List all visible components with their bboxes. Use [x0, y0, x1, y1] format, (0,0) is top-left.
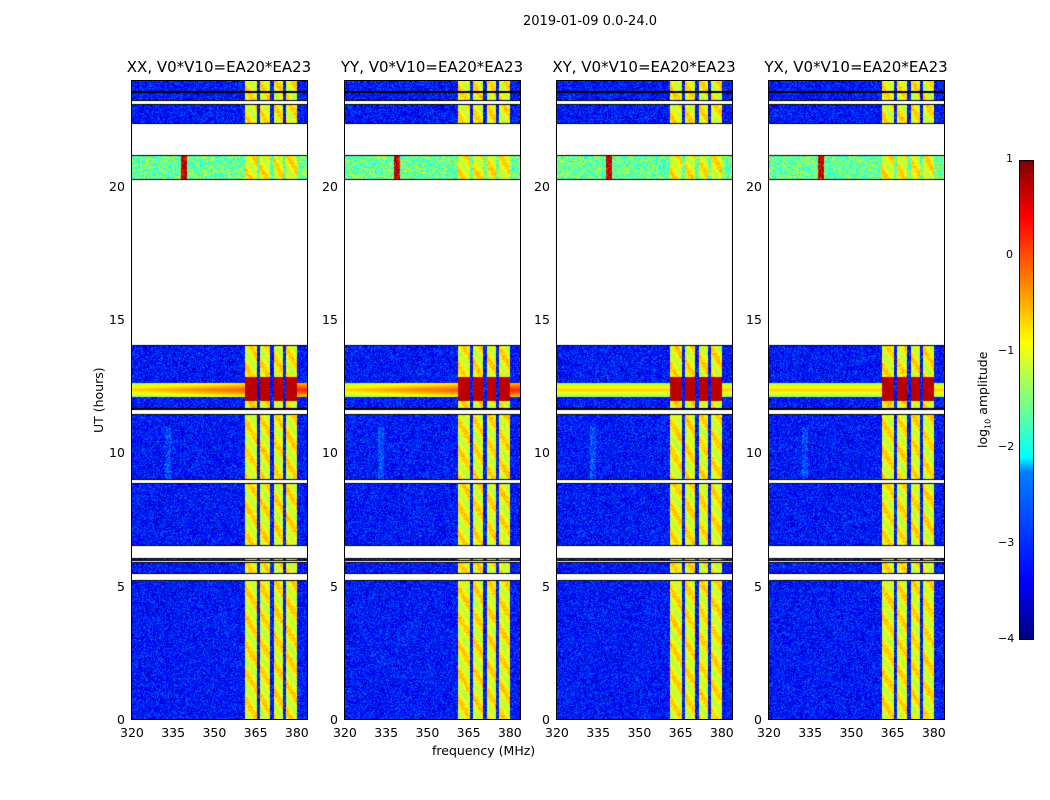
y-tick-label: 15 [322, 312, 338, 327]
heatmap-yy [345, 81, 520, 719]
y-tick-label: 10 [109, 445, 125, 461]
x-tick-label: 320 [545, 725, 569, 740]
heatmap-xx [132, 81, 307, 719]
panel-title-yx: YX, V0*V10=EA20*EA23 [764, 58, 948, 76]
colorbar [1019, 160, 1034, 640]
y-tick-label: 10 [322, 445, 338, 461]
x-tick-label: 335 [798, 725, 823, 740]
y-tick-label: 5 [117, 578, 125, 594]
y-tick-label: 15 [109, 312, 125, 327]
heatmap-xy [557, 81, 732, 719]
y-tick-label: 20 [534, 178, 550, 194]
y-tick-label: 0 [542, 712, 550, 727]
x-tick-label: 350 [627, 725, 652, 740]
x-tick-label: 380 [709, 725, 734, 740]
colorbar-tick-label: 1 [1006, 152, 1013, 165]
x-tick-label: 335 [586, 725, 611, 740]
panel-xy [556, 80, 733, 720]
y-axis-label: UT (hours) [91, 367, 106, 433]
panel-title-yy: YY, V0*V10=EA20*EA23 [340, 58, 524, 76]
y-tick-label: 15 [534, 312, 550, 327]
y-tick-label: 10 [534, 445, 550, 461]
y-tick-label: 10 [746, 445, 762, 461]
colorbar-tick-label: −4 [998, 632, 1015, 645]
y-tick-label: 15 [746, 312, 762, 327]
y-tick-label: 5 [330, 578, 338, 594]
y-tick-label: 20 [109, 178, 125, 194]
x-tick-label: 350 [415, 725, 440, 740]
panel-xx [131, 80, 308, 720]
y-tick-label: 20 [322, 178, 338, 194]
y-tick-label: 5 [542, 578, 550, 594]
colorbar-tick-label: 0 [1006, 248, 1013, 261]
y-tick-label: 0 [754, 712, 762, 727]
x-tick-label: 365 [456, 725, 481, 740]
panel-yx [768, 80, 945, 720]
x-tick-label: 350 [202, 725, 227, 740]
colorbar-tick-label: −2 [998, 440, 1015, 453]
y-tick-label: 0 [117, 712, 125, 727]
x-tick-label: 320 [333, 725, 357, 740]
x-tick-label: 380 [284, 725, 309, 740]
y-tick-label: 5 [754, 578, 762, 594]
colorbar-label: log10 amplitude [975, 351, 993, 448]
heatmap-yx [769, 81, 944, 719]
x-tick-label: 365 [880, 725, 905, 740]
colorbar-tick-label: −3 [998, 536, 1015, 549]
x-axis-label: frequency (MHz) [432, 743, 536, 758]
y-tick-label: 20 [746, 178, 762, 194]
x-tick-label: 365 [668, 725, 693, 740]
panel-yy [344, 80, 521, 720]
x-tick-label: 380 [497, 725, 522, 740]
x-tick-label: 335 [374, 725, 399, 740]
figure-title: 2019-01-09 0.0-24.0 [523, 14, 657, 29]
y-tick-label: 0 [330, 712, 338, 727]
x-tick-label: 335 [161, 725, 186, 740]
x-tick-label: 350 [839, 725, 864, 740]
colorbar-tick-label: −1 [998, 344, 1015, 357]
x-tick-label: 380 [921, 725, 946, 740]
x-tick-label: 320 [120, 725, 144, 740]
x-tick-label: 320 [757, 725, 781, 740]
x-tick-label: 365 [243, 725, 268, 740]
panel-title-xy: XY, V0*V10=EA20*EA23 [552, 58, 736, 76]
panel-title-xx: XX, V0*V10=EA20*EA23 [126, 58, 312, 76]
